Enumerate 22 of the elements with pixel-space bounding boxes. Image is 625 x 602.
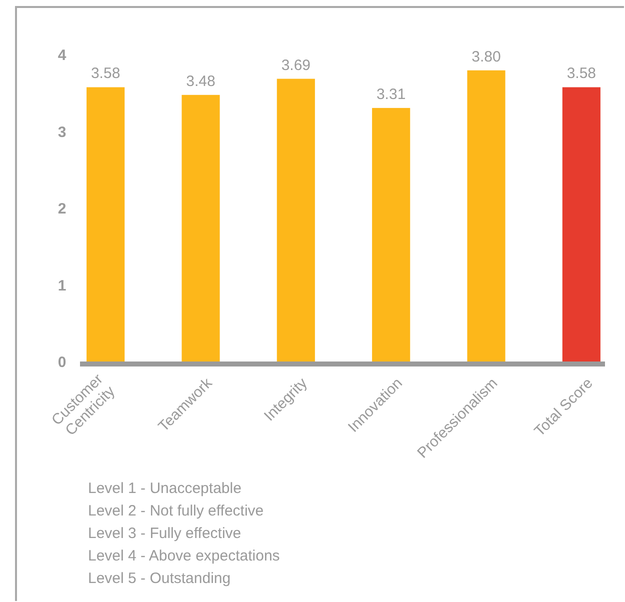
y-tick-label: 1	[58, 277, 66, 294]
bar	[372, 108, 410, 362]
text: Level 4 - Above expectations	[88, 548, 280, 564]
bar	[86, 87, 125, 362]
y-tick-label: 3	[58, 124, 66, 141]
text: Level 1 - Unacceptable	[88, 480, 242, 497]
y-tick-label: 4	[58, 47, 67, 64]
bar	[276, 78, 315, 362]
bar	[467, 70, 506, 362]
bar	[182, 94, 220, 362]
data-label: 3.58	[566, 65, 596, 82]
data-label: 3.48	[186, 72, 216, 90]
text: Level 2 - Not fully effective	[88, 502, 264, 520]
data-label: 3.80	[472, 48, 501, 66]
y-tick-label: 0	[58, 354, 66, 371]
text: Level 3 - Fully effective	[88, 525, 242, 542]
y-tick-label: 2	[58, 200, 66, 218]
data-label: 3.69	[281, 56, 311, 74]
data-label: 3.58	[90, 65, 120, 82]
data-label: 3.31	[376, 86, 406, 103]
bar	[562, 87, 600, 362]
text: Level 5 - Outstanding	[88, 570, 231, 587]
